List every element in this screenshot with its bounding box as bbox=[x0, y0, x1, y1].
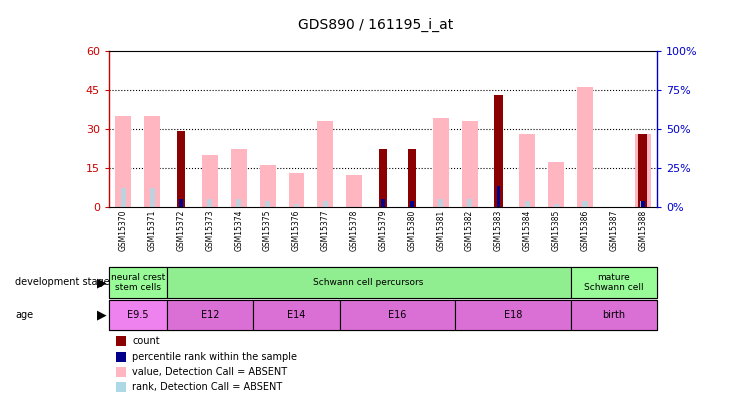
Bar bbox=[236, 199, 241, 207]
Bar bbox=[548, 162, 564, 207]
Bar bbox=[116, 115, 131, 207]
Text: mature
Schwann cell: mature Schwann cell bbox=[584, 273, 644, 292]
Text: birth: birth bbox=[602, 310, 626, 320]
Text: E16: E16 bbox=[388, 310, 406, 320]
Bar bbox=[109, 300, 167, 330]
Bar bbox=[525, 201, 530, 207]
Bar bbox=[638, 134, 647, 207]
Bar bbox=[382, 199, 385, 207]
Text: ▶: ▶ bbox=[97, 308, 106, 322]
Bar bbox=[323, 201, 328, 207]
Bar bbox=[462, 121, 478, 207]
Bar bbox=[635, 134, 650, 207]
Bar bbox=[553, 204, 559, 207]
Bar bbox=[640, 201, 645, 207]
Bar bbox=[144, 115, 160, 207]
Text: GDS890 / 161195_i_at: GDS890 / 161195_i_at bbox=[298, 18, 453, 32]
Bar bbox=[260, 165, 276, 207]
Bar bbox=[433, 118, 448, 207]
Bar bbox=[408, 149, 416, 207]
Bar bbox=[294, 204, 299, 207]
Text: E18: E18 bbox=[504, 310, 522, 320]
Bar bbox=[231, 149, 246, 207]
Text: E12: E12 bbox=[201, 310, 219, 320]
Bar bbox=[571, 300, 657, 330]
Bar bbox=[167, 300, 253, 330]
Text: E9.5: E9.5 bbox=[127, 310, 149, 320]
Text: development stage: development stage bbox=[15, 277, 110, 288]
Bar bbox=[494, 95, 502, 207]
Text: ▶: ▶ bbox=[97, 276, 106, 289]
Bar bbox=[265, 201, 270, 207]
Bar bbox=[379, 149, 388, 207]
Text: value, Detection Call = ABSENT: value, Detection Call = ABSENT bbox=[132, 367, 288, 377]
Bar bbox=[202, 155, 218, 207]
Bar bbox=[455, 300, 571, 330]
Bar bbox=[109, 267, 167, 298]
Bar bbox=[582, 201, 587, 207]
Bar bbox=[179, 199, 182, 207]
Bar bbox=[577, 87, 593, 207]
Bar bbox=[176, 131, 185, 207]
Text: rank, Detection Call = ABSENT: rank, Detection Call = ABSENT bbox=[132, 382, 282, 392]
Bar bbox=[410, 201, 414, 207]
Text: percentile rank within the sample: percentile rank within the sample bbox=[132, 352, 297, 362]
Bar bbox=[520, 134, 535, 207]
Bar bbox=[641, 201, 644, 207]
Bar bbox=[339, 300, 455, 330]
Text: age: age bbox=[15, 310, 33, 320]
Bar bbox=[346, 175, 362, 207]
Bar bbox=[167, 267, 571, 298]
Bar bbox=[121, 188, 126, 207]
Bar bbox=[438, 199, 443, 207]
Bar bbox=[149, 188, 155, 207]
Text: E14: E14 bbox=[288, 310, 306, 320]
Bar bbox=[571, 267, 657, 298]
Bar bbox=[207, 199, 213, 207]
Bar bbox=[496, 186, 500, 207]
Text: Schwann cell percursors: Schwann cell percursors bbox=[313, 278, 424, 287]
Bar bbox=[318, 121, 333, 207]
Text: neural crest
stem cells: neural crest stem cells bbox=[110, 273, 165, 292]
Bar bbox=[253, 300, 339, 330]
Text: count: count bbox=[132, 336, 160, 346]
Bar bbox=[467, 199, 472, 207]
Bar bbox=[288, 173, 304, 207]
